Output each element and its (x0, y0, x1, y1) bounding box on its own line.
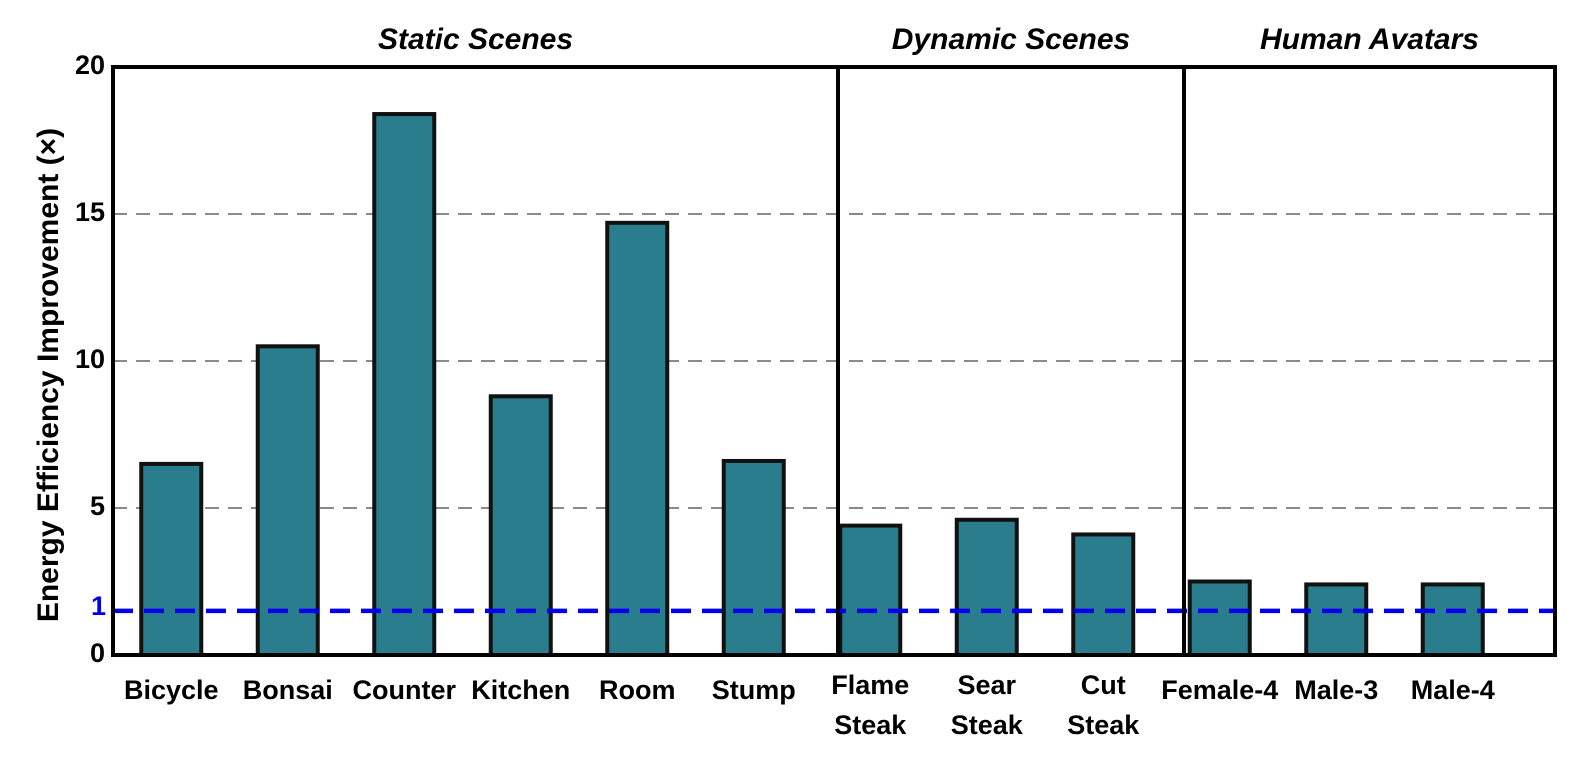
y-tick-label: 5 (90, 491, 105, 521)
category-label: Counter (353, 675, 457, 705)
category-label: Female-4 (1161, 675, 1278, 705)
category-label: Male-4 (1411, 675, 1495, 705)
reference-line-label: 1 (91, 591, 106, 621)
grid-lines (113, 213, 1555, 509)
group-title: Human Avatars (1260, 23, 1479, 56)
bar (255, 344, 320, 657)
bar (372, 112, 437, 658)
category-label: Male-3 (1294, 675, 1378, 705)
category-label: Room (599, 675, 676, 705)
bar (488, 394, 553, 657)
group-title: Dynamic Scenes (892, 23, 1130, 56)
y-tick-label: 15 (75, 197, 105, 227)
y-tick-label: 10 (75, 344, 105, 374)
category-label: Flame Steak (831, 670, 909, 740)
category-labels: Bicycle Bonsai Counter Kitchen Room Stump Flam… (124, 670, 1495, 740)
bar (1187, 579, 1252, 657)
y-tick-label: 20 (75, 50, 105, 80)
category-label: Stump (712, 675, 796, 705)
bar (1304, 582, 1369, 657)
y-tick-label: 0 (90, 638, 105, 668)
category-label: Cut Steak (1067, 670, 1140, 740)
y-axis-label: Energy Efficiency Improvement (×) (32, 128, 65, 622)
plot-frame (111, 65, 1557, 657)
category-label: Kitchen (471, 675, 570, 705)
bar (605, 220, 670, 657)
group-titles: Static Scenes Dynamic Scenes Human Avatars (378, 23, 1479, 56)
y-tick-labels: 0 5 10 15 20 (75, 50, 105, 668)
bar (1420, 582, 1485, 657)
category-label: Sear Steak (951, 670, 1024, 740)
bar (721, 458, 786, 657)
bar (954, 517, 1019, 658)
bar (139, 461, 204, 657)
group-title: Static Scenes (378, 23, 573, 56)
bars (139, 112, 1485, 658)
category-label: Bonsai (243, 675, 333, 705)
plot-border (111, 65, 1557, 657)
bar (1071, 532, 1136, 658)
bar (838, 523, 903, 658)
category-label: Bicycle (124, 675, 219, 705)
reference-line: 1 (91, 591, 1555, 621)
